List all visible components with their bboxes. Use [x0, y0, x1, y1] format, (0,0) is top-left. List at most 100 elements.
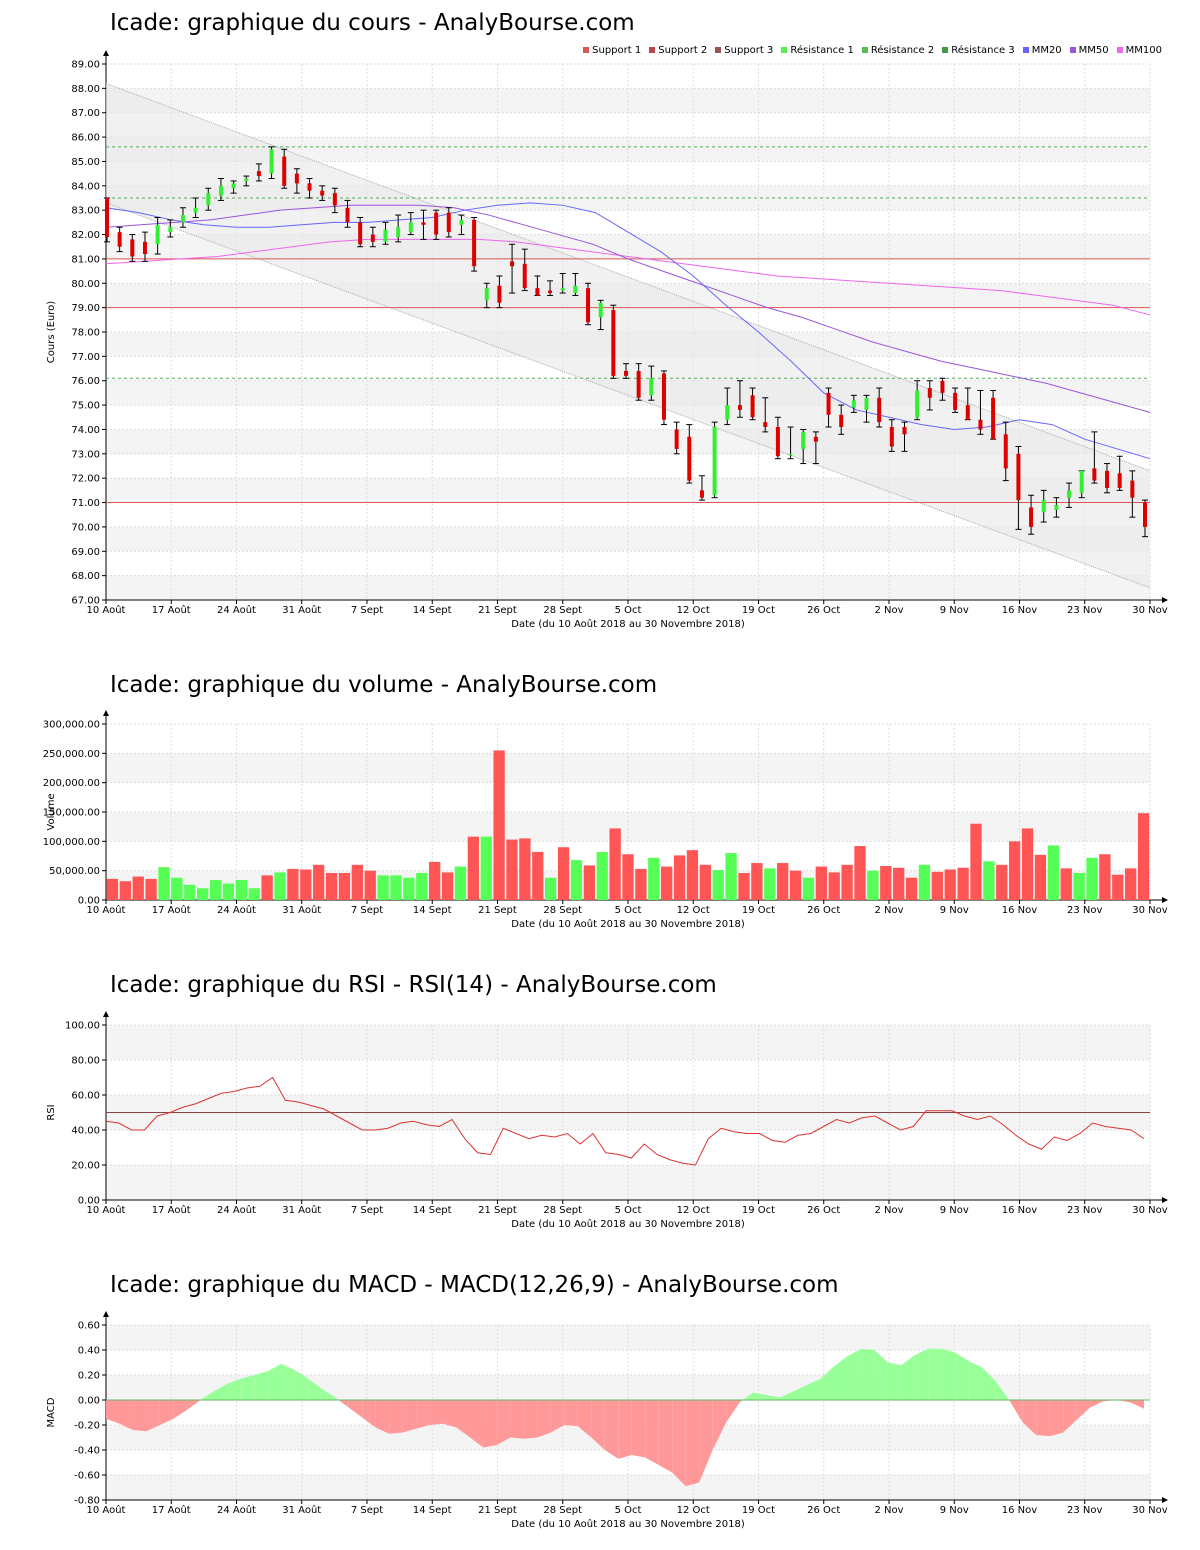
- x-tick-label: 19 Oct: [742, 1205, 775, 1216]
- macd-area: [469, 1400, 484, 1448]
- candle-body: [927, 388, 932, 398]
- candle-body: [712, 427, 717, 496]
- macd-area: [1009, 1400, 1023, 1423]
- legend-item: Support 3: [715, 45, 773, 56]
- candle-body: [611, 310, 616, 376]
- volume-bar: [712, 870, 724, 900]
- candle-body: [624, 370, 628, 376]
- x-tick-label: 10 Août: [87, 1204, 126, 1216]
- volume-bar: [673, 855, 686, 900]
- macd-area: [604, 1400, 619, 1459]
- macd-area: [1022, 1400, 1037, 1435]
- x-tick-label: 30 Nov: [1132, 1505, 1168, 1516]
- volume-bar: [235, 880, 247, 900]
- macd-area: [631, 1400, 646, 1458]
- candle-body: [434, 212, 439, 235]
- x-tick-label: 21 Sept: [478, 1205, 517, 1216]
- legend-swatch: [649, 47, 656, 53]
- volume-bar: [854, 846, 866, 900]
- candle-body: [674, 429, 679, 449]
- volume-bar: [403, 877, 415, 900]
- candle-body: [168, 227, 173, 233]
- volume-bar: [583, 865, 595, 900]
- candle-body: [472, 219, 477, 267]
- candle-body: [1143, 502, 1147, 527]
- macd-area: [1117, 1400, 1131, 1403]
- y-tick-label: -0.60: [74, 1471, 100, 1482]
- candle-body: [839, 414, 844, 428]
- volume-bar: [300, 869, 312, 900]
- macd-area: [618, 1400, 632, 1459]
- legend-swatch: [942, 47, 949, 53]
- x-tick-label: 24 Août: [217, 1504, 256, 1516]
- volume-bar: [815, 866, 827, 900]
- volume-bar: [313, 864, 325, 900]
- macd-area: [429, 1400, 444, 1425]
- macd-area: [496, 1400, 511, 1445]
- legend-label: MM100: [1125, 45, 1162, 56]
- x-tick-label: 14 Sept: [413, 605, 452, 616]
- macd-area: [1130, 1400, 1144, 1409]
- x-tick-label: 12 Oct: [677, 1205, 710, 1216]
- volume-bar: [957, 867, 969, 900]
- x-tick-label: 26 Oct: [807, 605, 840, 616]
- macd-area: [914, 1348, 929, 1400]
- candle-body: [864, 397, 869, 410]
- volume-bar: [944, 869, 956, 900]
- macd-chart-title: Icade: graphique du MACD - MACD(12,26,9)…: [110, 1272, 839, 1298]
- plot-stripe: [106, 1475, 1150, 1500]
- legend-swatch: [583, 47, 590, 53]
- candle-body: [408, 222, 413, 233]
- x-tick-label: 14 Sept: [413, 905, 452, 916]
- macd-area: [901, 1355, 915, 1400]
- volume-bar: [184, 884, 196, 900]
- y-tick-label: 88.00: [71, 84, 100, 95]
- candle-body: [320, 190, 325, 196]
- volume-bar: [1047, 845, 1059, 900]
- volume-bar: [506, 839, 518, 900]
- macd-area: [726, 1400, 740, 1423]
- y-tick-label: 82.00: [71, 230, 100, 241]
- x-tick-label: 5 Oct: [615, 1505, 642, 1516]
- x-tick-label: 16 Nov: [1002, 1205, 1038, 1216]
- volume-bar: [532, 851, 544, 900]
- y-tick-label: 75.00: [71, 401, 100, 412]
- candle-body: [522, 263, 527, 289]
- x-tick-label: 31 Août: [282, 1504, 321, 1516]
- macd-area: [699, 1400, 713, 1483]
- x-tick-label: 16 Nov: [1002, 1505, 1038, 1516]
- x-tick-label: 10 Août: [87, 604, 126, 616]
- legend-label: Support 3: [724, 45, 774, 56]
- volume-bar: [983, 861, 995, 900]
- y-tick-label: 89.00: [71, 60, 100, 71]
- candle-body: [598, 302, 603, 318]
- macd-area: [254, 1371, 268, 1400]
- volume-bar: [158, 867, 170, 900]
- price-panel: Icade: graphique du cours - AnalyBourse.…: [0, 0, 1200, 640]
- y-axis-label: Cours (Euro): [46, 301, 57, 364]
- y-tick-label: -0.40: [74, 1446, 100, 1457]
- macd-area: [847, 1348, 861, 1400]
- volume-bar: [867, 870, 879, 900]
- candle-body: [345, 207, 350, 223]
- volume-bar: [738, 873, 750, 900]
- candle-body: [218, 185, 223, 196]
- x-tick-label: 30 Nov: [1132, 905, 1168, 916]
- macd-area: [672, 1400, 686, 1487]
- volume-bar: [480, 836, 492, 900]
- candle-body: [142, 241, 147, 255]
- volume-bar: [441, 872, 454, 900]
- volume-bar: [429, 861, 441, 900]
- legend-label: MM20: [1031, 45, 1062, 56]
- x-axis-arrow: [1162, 1197, 1168, 1203]
- x-tick-label: 9 Nov: [940, 1205, 969, 1216]
- x-tick-label: 28 Sept: [543, 1205, 582, 1216]
- volume-bar: [802, 877, 815, 900]
- y-axis-arrow: [103, 50, 109, 56]
- volume-bar: [145, 878, 157, 900]
- legend-item: Résistance 2: [861, 45, 934, 56]
- candle-body: [1117, 473, 1122, 488]
- volume-bar: [106, 878, 119, 900]
- macd-area: [267, 1363, 282, 1400]
- macd-area: [483, 1400, 497, 1448]
